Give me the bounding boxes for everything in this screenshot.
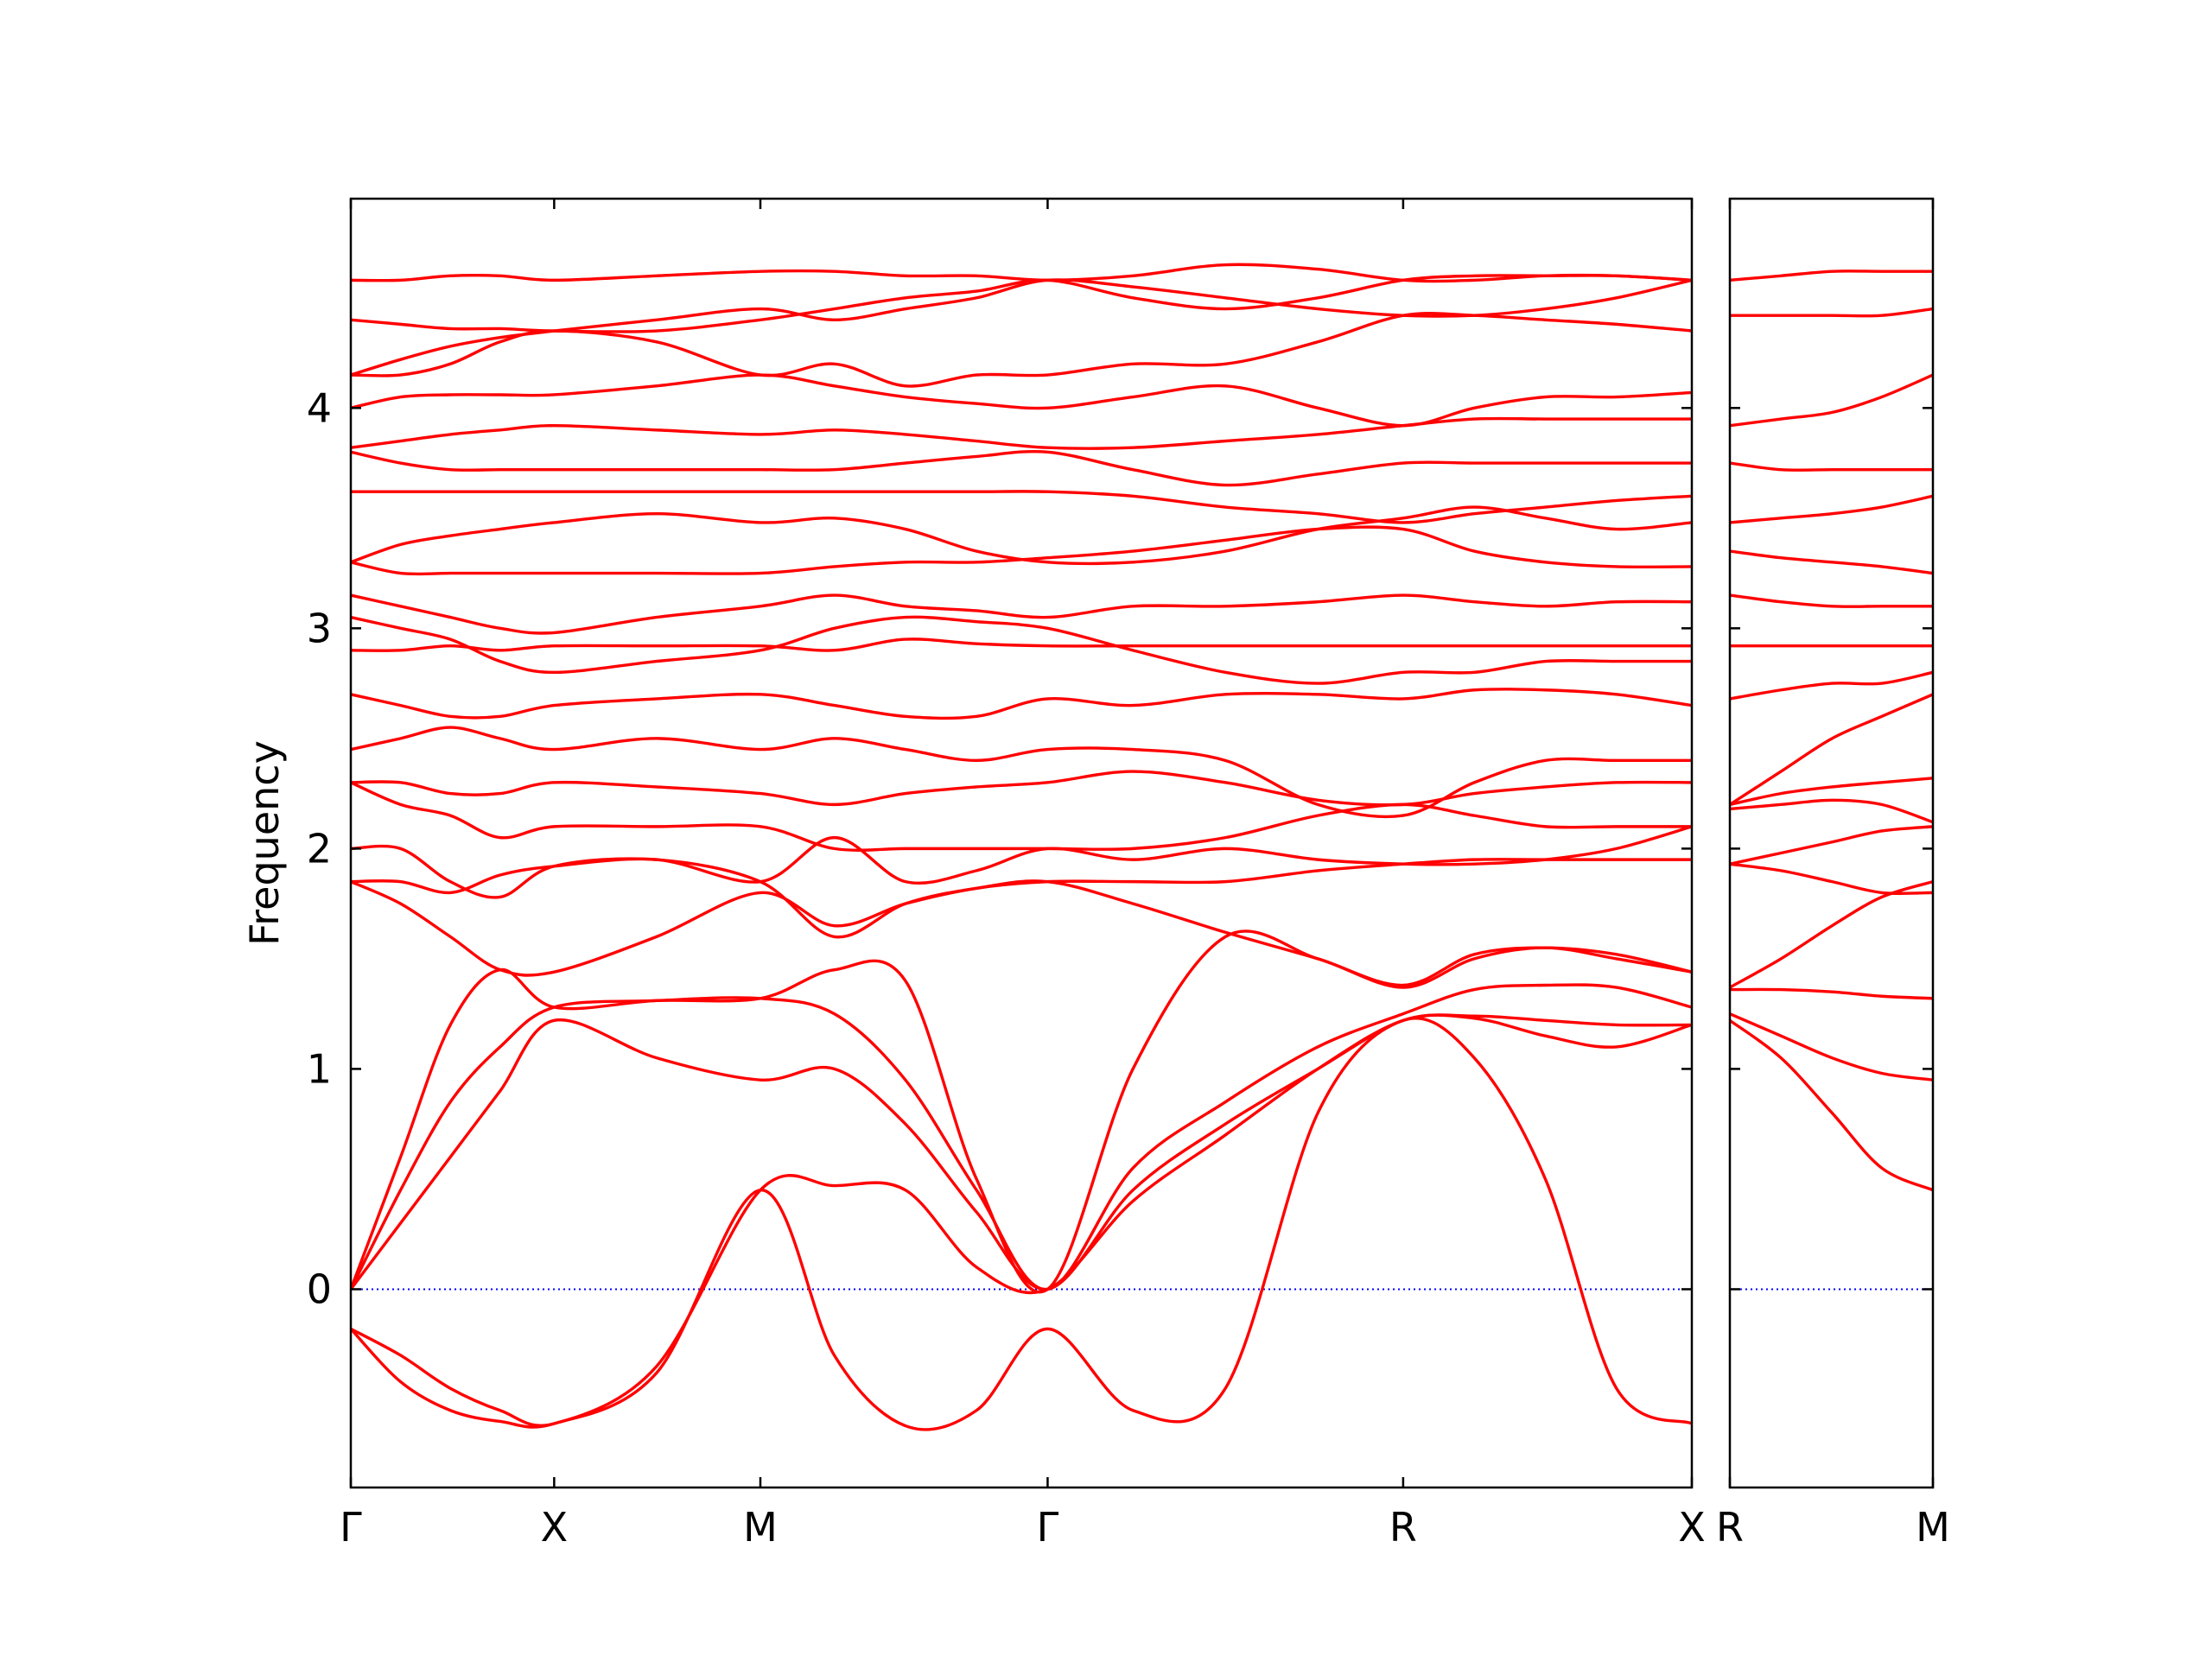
band-line (1730, 987, 1933, 1000)
band-line (351, 490, 1692, 524)
band-line (1730, 880, 1933, 989)
x-tick-label: M (743, 1504, 778, 1551)
x-tick-label: R (1716, 1504, 1744, 1551)
band-line (351, 825, 1692, 899)
band-line (1730, 593, 1933, 608)
band-line (1730, 777, 1933, 807)
band-line (351, 274, 1692, 333)
band-line (351, 983, 1692, 1291)
band-line (351, 726, 1692, 819)
band-line (351, 688, 1692, 720)
band-line (351, 449, 1692, 487)
x-tick-label: M (1916, 1504, 1950, 1551)
y-axis-label: Frequency (241, 740, 288, 946)
x-tick-label: X (541, 1504, 569, 1551)
y-tick-label: 1 (307, 1045, 332, 1092)
y-tick-label: 3 (307, 605, 332, 651)
band-line (1730, 1012, 1933, 1082)
plot-frame (1728, 197, 1935, 1489)
bands (351, 263, 1692, 1431)
x-tick-label: X (1678, 1504, 1706, 1551)
bands (1730, 270, 1933, 1192)
band-line (1730, 494, 1933, 524)
x-tick-label: R (1389, 1504, 1417, 1551)
band-line (1730, 461, 1933, 472)
x-tick-label: Γ (340, 1504, 362, 1551)
band-line (1730, 670, 1933, 701)
band-line (1730, 373, 1933, 428)
band-line (1730, 270, 1933, 282)
band-line (1730, 693, 1933, 806)
band-line (351, 263, 1692, 283)
band-line (351, 929, 1692, 1294)
y-tick-label: 4 (307, 384, 332, 431)
band-line (351, 416, 1692, 450)
band-line (351, 1013, 1692, 1291)
band-line (351, 373, 1692, 428)
band-line (1730, 862, 1933, 896)
band-line (351, 857, 1692, 939)
band-line (1730, 549, 1933, 575)
band-line (1730, 1018, 1933, 1192)
band-line (1730, 825, 1933, 866)
y-tick-label: 2 (307, 825, 332, 872)
plot-frame (349, 197, 1694, 1489)
y-tick-label: 0 (307, 1266, 332, 1312)
band-line (351, 615, 1692, 685)
band-line (351, 278, 1692, 377)
band-line (351, 525, 1692, 576)
band-line (351, 593, 1692, 635)
band-line (351, 879, 1692, 987)
band-line (351, 638, 1692, 652)
band-line (351, 770, 1692, 807)
band-line (351, 505, 1692, 566)
band-line (351, 312, 1692, 388)
x-tick-label: Γ (1037, 1504, 1059, 1551)
band-line (1730, 798, 1933, 824)
band-line (351, 781, 1692, 852)
band-line (351, 1017, 1692, 1431)
band-line (1730, 307, 1933, 318)
